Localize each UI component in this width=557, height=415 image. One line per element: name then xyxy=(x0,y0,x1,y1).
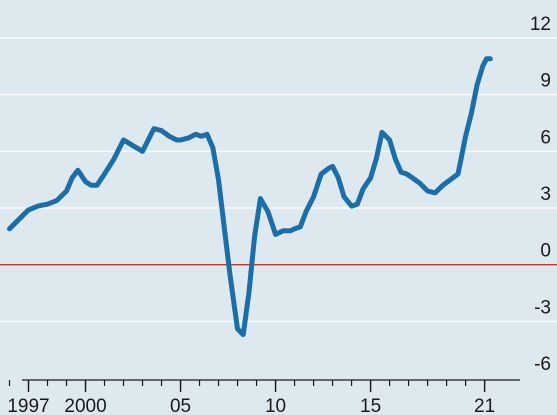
grid-lines xyxy=(0,37,557,322)
y-tick-label: 12 xyxy=(530,14,551,35)
y-tick-label: 9 xyxy=(540,71,551,92)
y-tick-labels: -6 -3 0 3 6 9 12 xyxy=(530,14,551,375)
x-tick-label: 05 xyxy=(170,396,191,415)
series-line-0 xyxy=(7,56,493,338)
y-tick-label: 3 xyxy=(540,184,551,205)
x-tick-labels: 1997 2000 05 10 15 21 xyxy=(7,396,495,415)
y-tick-label: -3 xyxy=(534,297,551,318)
y-tick-label: 6 xyxy=(540,127,551,148)
x-axis xyxy=(8,379,520,392)
x-tick-label: 21 xyxy=(474,396,495,415)
x-tick-label: 2000 xyxy=(64,396,106,415)
x-tick-label: 1997 xyxy=(7,396,49,415)
y-tick-label: -6 xyxy=(534,354,551,375)
series-group xyxy=(7,56,493,338)
x-tick-label: 15 xyxy=(360,396,381,415)
y-tick-label: 0 xyxy=(540,241,551,262)
x-tick-label: 10 xyxy=(265,396,286,415)
